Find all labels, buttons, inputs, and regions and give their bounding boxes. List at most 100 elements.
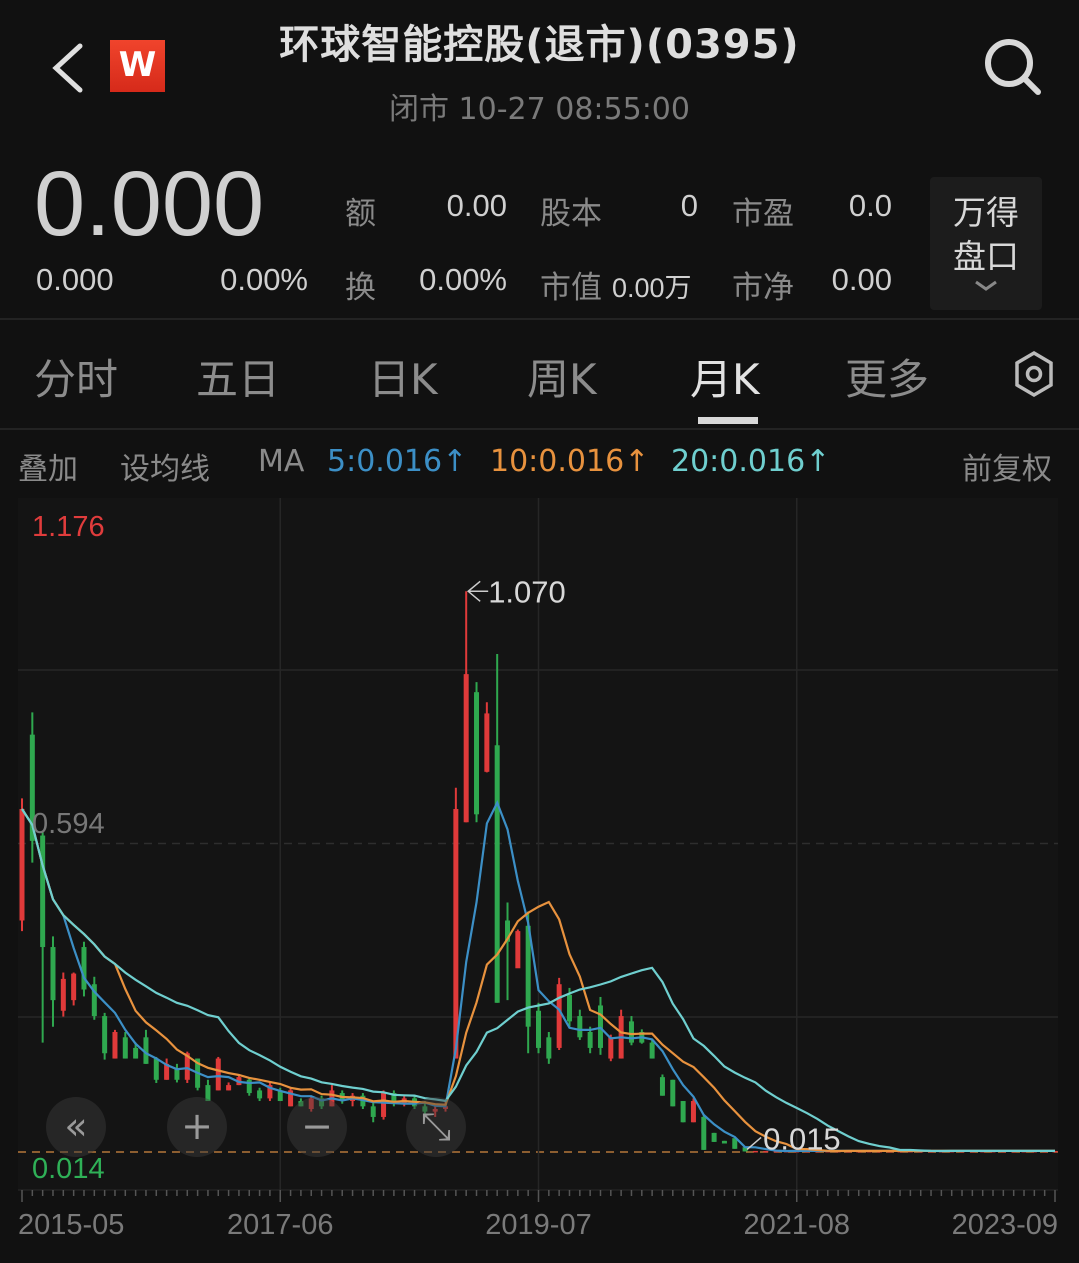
x-tick-label: 2017-06: [227, 1209, 333, 1241]
candle-body: [81, 947, 87, 990]
candle-body: [133, 1047, 139, 1059]
ma-lines: [21, 799, 1055, 1153]
divider: [0, 428, 1079, 430]
y-label-max: 1.176: [32, 511, 105, 543]
candle-body: [91, 984, 97, 1017]
y-label-min: 0.014: [32, 1153, 105, 1185]
candle-body: [732, 1138, 738, 1149]
candle-body: [608, 1037, 614, 1059]
search-button[interactable]: [980, 36, 1046, 98]
stat-label-shares: 股本: [540, 196, 602, 232]
settings-hexagon-icon: [1015, 350, 1053, 398]
candle-body: [670, 1079, 676, 1107]
fullscreen-button[interactable]: ⤡: [406, 1097, 466, 1157]
candle-body: [298, 1101, 304, 1107]
candle-body: [40, 835, 46, 948]
ma20-line: [21, 808, 1055, 1153]
candle-body: [752, 1150, 758, 1153]
plus-icon: +: [181, 1104, 213, 1148]
divider: [0, 318, 1079, 320]
stat-label-pb: 市净: [732, 270, 794, 306]
overlay-button[interactable]: 叠加: [18, 452, 78, 487]
tab-five-day[interactable]: 五日: [196, 355, 281, 404]
search-icon: [985, 39, 1041, 95]
candle-body: [19, 808, 25, 921]
arrow-down-left-icon: [746, 1136, 762, 1151]
candle-body: [112, 1031, 118, 1059]
back-button[interactable]: [48, 42, 88, 94]
candle-body: [422, 1106, 428, 1112]
set-ma-button[interactable]: 设均线: [120, 452, 210, 487]
candle-body: [184, 1053, 190, 1080]
candle-body: [257, 1090, 263, 1099]
active-tab-indicator: [698, 417, 758, 424]
low-annotation: 0.015: [763, 1121, 841, 1156]
tab-intraday[interactable]: 分时: [34, 355, 119, 404]
stat-label-turnover: 换: [345, 270, 376, 306]
candle-body: [226, 1085, 232, 1091]
price-change: 0.000: [36, 262, 114, 297]
chevron-left-icon: [52, 43, 83, 93]
candle-body: [153, 1058, 159, 1080]
candle-body: [525, 925, 531, 1027]
panel-label-line1: 万得: [953, 193, 1019, 232]
stat-value-amount: 0.00: [446, 188, 507, 223]
candle-body: [288, 1090, 294, 1107]
candle-body: [443, 1106, 449, 1109]
candle-body: [577, 1016, 583, 1038]
candle-body: [628, 1021, 634, 1043]
price-change-pct: 0.00%: [220, 262, 308, 297]
candle-body: [246, 1079, 252, 1094]
stat-label-pe: 市盈: [732, 196, 794, 232]
candle-body: [174, 1069, 180, 1080]
candle-body: [391, 1093, 397, 1104]
candle-body: [505, 920, 511, 942]
candle-body: [60, 978, 66, 1011]
candle-body: [711, 1132, 717, 1142]
tab-monthly-k[interactable]: 月K: [690, 355, 760, 404]
candle-body: [143, 1037, 149, 1064]
zoom-out-button[interactable]: −: [287, 1097, 347, 1157]
page-title: 环球智能控股(退市)(0395): [279, 22, 800, 68]
candle-body: [566, 994, 572, 1022]
high-annotation: 1.070: [488, 574, 566, 609]
candle-body: [690, 1101, 696, 1123]
zoom-in-button[interactable]: +: [167, 1097, 227, 1157]
candle-body: [277, 1090, 283, 1102]
tab-weekly-k[interactable]: 周K: [527, 355, 597, 404]
candle-body: [71, 973, 77, 1001]
candle-body: [453, 808, 459, 1059]
candle-body: [763, 1150, 769, 1153]
candle-body: [29, 734, 35, 841]
wind-order-book-button[interactable]: 万得 盘口: [930, 177, 1042, 310]
wind-logo: W: [110, 40, 165, 92]
candle-body: [515, 931, 521, 969]
candle-body: [536, 1010, 541, 1048]
candle-body: [659, 1077, 665, 1096]
stat-label-market-cap: 市值: [540, 270, 602, 306]
scroll-left-button[interactable]: «: [46, 1097, 106, 1157]
candle-body: [215, 1058, 221, 1091]
candle-body: [546, 1037, 552, 1059]
candle-body: [205, 1085, 211, 1102]
x-axis: 2015-05 2017-06 2019-07 2021-08 2023-09: [18, 1189, 1058, 1241]
candle-body: [587, 1031, 593, 1048]
candle-body: [680, 1101, 686, 1123]
adjustment-button[interactable]: 前复权: [962, 452, 1052, 487]
candle-body: [721, 1140, 727, 1144]
panel-label-line2: 盘口: [953, 237, 1019, 276]
ma5-value: 5:0.016↑: [327, 444, 468, 479]
tab-daily-k[interactable]: 日K: [368, 355, 438, 404]
stat-value-shares: 0: [680, 188, 698, 223]
candle-body: [432, 1108, 438, 1112]
candle-body: [484, 713, 490, 772]
candle-body: [267, 1085, 273, 1099]
ma20-value: 20:0.016↑: [671, 444, 831, 479]
x-tick-label: 2019-07: [485, 1209, 591, 1241]
chart-settings-button[interactable]: [1012, 350, 1056, 398]
candle-body: [308, 1098, 314, 1109]
candle-body: [370, 1106, 376, 1117]
market-status: 闭市 10-27 08:55:00: [389, 92, 690, 127]
tab-more[interactable]: 更多: [845, 355, 930, 404]
